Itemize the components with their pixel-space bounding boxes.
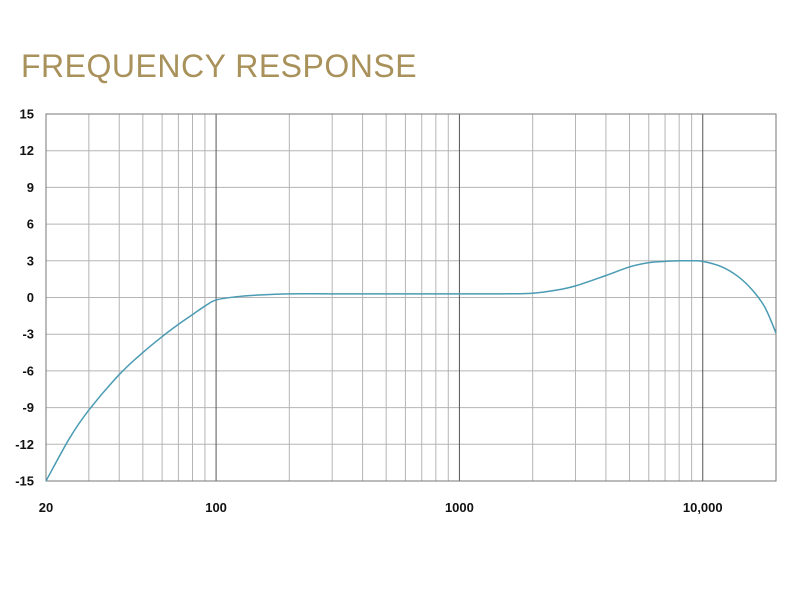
x-tick-label: 100 bbox=[205, 500, 227, 515]
y-tick-label: 12 bbox=[20, 143, 34, 158]
x-tick-labels: 20 100 1000 10,000 bbox=[39, 500, 723, 515]
plot-frame bbox=[45, 113, 777, 482]
y-tick-label: -3 bbox=[22, 327, 34, 342]
x-tick-label: 10,000 bbox=[683, 500, 723, 515]
y-tick-label: -6 bbox=[22, 363, 34, 378]
grid bbox=[46, 113, 777, 482]
x-tick-label: 1000 bbox=[445, 500, 474, 515]
y-tick-label: 6 bbox=[27, 217, 34, 232]
y-tick-label: 15 bbox=[20, 107, 34, 122]
y-tick-label: -15 bbox=[15, 474, 34, 489]
y-tick-label: -12 bbox=[15, 437, 34, 452]
chart-title: FREQUENCY RESPONSE bbox=[21, 48, 418, 84]
x-tick-label: 20 bbox=[39, 500, 53, 515]
y-tick-label: 3 bbox=[27, 253, 34, 268]
y-tick-label: 9 bbox=[27, 180, 34, 195]
response-curve bbox=[45, 259, 777, 482]
y-tick-label: -9 bbox=[22, 400, 34, 415]
y-tick-label: 0 bbox=[27, 290, 34, 305]
y-tick-labels: 15 12 9 6 3 0 -3 -6 -9 -12 -15 bbox=[15, 107, 34, 489]
